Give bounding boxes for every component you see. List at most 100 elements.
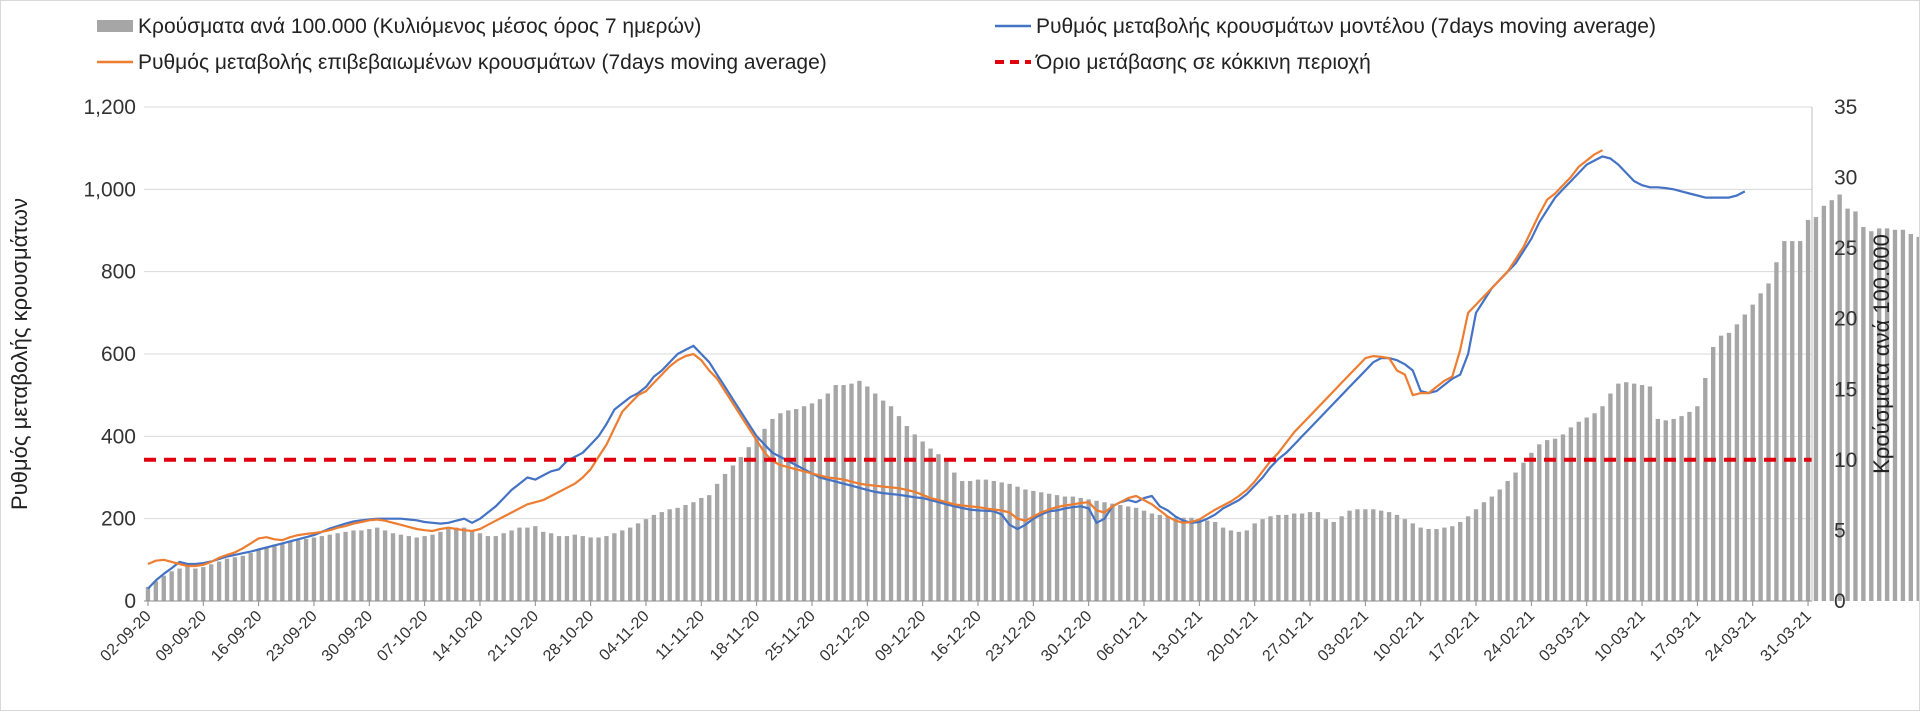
bar xyxy=(1631,383,1637,601)
bar xyxy=(1884,228,1890,601)
x-tick-label: 06-01-21 xyxy=(1094,608,1151,665)
x-tick-label: 09-09-20 xyxy=(153,608,210,665)
bar xyxy=(1774,262,1779,601)
bar xyxy=(667,509,672,601)
bar xyxy=(1039,492,1044,601)
bar xyxy=(722,473,728,601)
bar xyxy=(556,536,562,601)
bar xyxy=(1560,434,1566,601)
bar xyxy=(1236,531,1242,601)
bar xyxy=(596,537,601,601)
bar xyxy=(746,447,751,601)
bar xyxy=(1600,406,1605,601)
bar xyxy=(1790,241,1795,602)
bar xyxy=(1292,513,1297,601)
bar-series xyxy=(145,194,1919,602)
bar xyxy=(1655,418,1661,601)
bar xyxy=(572,534,578,601)
bar xyxy=(1750,304,1755,601)
bar xyxy=(651,514,657,601)
bar xyxy=(1007,483,1012,601)
bar xyxy=(1742,314,1747,601)
bar xyxy=(1624,382,1629,601)
x-tick-label: 31-03-21 xyxy=(1758,608,1815,665)
x-tick-label: 03-03-21 xyxy=(1536,608,1593,665)
bar xyxy=(683,505,688,601)
bar xyxy=(327,534,332,601)
y-tick-label: 0 xyxy=(124,590,136,613)
bar xyxy=(1386,512,1392,601)
bar xyxy=(1782,241,1787,602)
bar xyxy=(967,481,973,601)
bar xyxy=(809,403,815,601)
bar xyxy=(841,385,846,601)
x-tick-label: 30-09-20 xyxy=(319,608,376,665)
bar xyxy=(1616,383,1621,601)
bar xyxy=(469,530,475,601)
y2-tick-label: 10 xyxy=(1834,449,1857,472)
bar xyxy=(825,393,830,601)
y2-axis-title: Κρούσματα ανά 100.000 xyxy=(1869,234,1894,474)
bar xyxy=(454,527,459,601)
x-tick-label: 17-03-21 xyxy=(1647,608,1704,665)
bar xyxy=(620,530,625,601)
bar xyxy=(477,533,483,601)
bar xyxy=(1663,420,1668,601)
bar xyxy=(794,409,799,601)
y2-tick-label: 5 xyxy=(1834,519,1846,542)
bar xyxy=(1046,493,1052,601)
bar xyxy=(1695,406,1700,601)
bar xyxy=(1608,393,1613,601)
y2-tick-label: 25 xyxy=(1834,237,1857,260)
bar xyxy=(580,536,585,601)
bar xyxy=(1813,217,1819,601)
bar xyxy=(880,400,886,601)
bar xyxy=(382,530,388,601)
y2-tick-label: 20 xyxy=(1834,308,1857,331)
x-tick-label: 17-02-21 xyxy=(1426,608,1483,665)
x-tick-label: 09-12-20 xyxy=(872,608,929,665)
bar xyxy=(983,479,989,601)
y-tick-label: 600 xyxy=(101,343,136,366)
x-tick-label: 24-02-21 xyxy=(1481,608,1538,665)
bar xyxy=(375,527,380,601)
bar xyxy=(1339,516,1344,601)
y-tick-label: 1,200 xyxy=(83,96,136,119)
bar xyxy=(548,533,554,601)
bar xyxy=(833,385,838,601)
bar xyxy=(1505,481,1510,601)
bar xyxy=(533,526,538,601)
bar xyxy=(659,512,664,601)
bar xyxy=(1450,526,1455,601)
bar xyxy=(944,461,949,601)
bar xyxy=(1410,523,1415,601)
x-tick-label: 18-11-20 xyxy=(707,608,764,665)
bar xyxy=(295,540,301,601)
bar xyxy=(1126,506,1131,601)
bar xyxy=(1718,335,1724,601)
bar xyxy=(1070,496,1076,601)
bar xyxy=(1916,236,1919,601)
legend-label-threshold: Όριο μετάβασης σε κόκκινη περιοχή xyxy=(1035,51,1371,74)
line-series xyxy=(144,149,1812,590)
bar xyxy=(730,465,736,601)
bar xyxy=(359,530,364,601)
bar xyxy=(461,527,467,601)
bar xyxy=(311,537,317,601)
bar xyxy=(1110,503,1115,601)
bar xyxy=(414,537,419,601)
bar xyxy=(1679,416,1684,601)
bar xyxy=(272,544,277,601)
bar xyxy=(1465,516,1471,601)
bar xyxy=(1118,505,1123,601)
bar xyxy=(1434,529,1439,601)
y2-tick-label: 15 xyxy=(1834,378,1857,401)
bar xyxy=(201,567,206,601)
bar xyxy=(1086,499,1091,601)
bar xyxy=(1371,509,1376,601)
bar xyxy=(430,534,435,601)
x-tick-label: 20-01-21 xyxy=(1204,608,1261,665)
bar xyxy=(1276,514,1281,601)
